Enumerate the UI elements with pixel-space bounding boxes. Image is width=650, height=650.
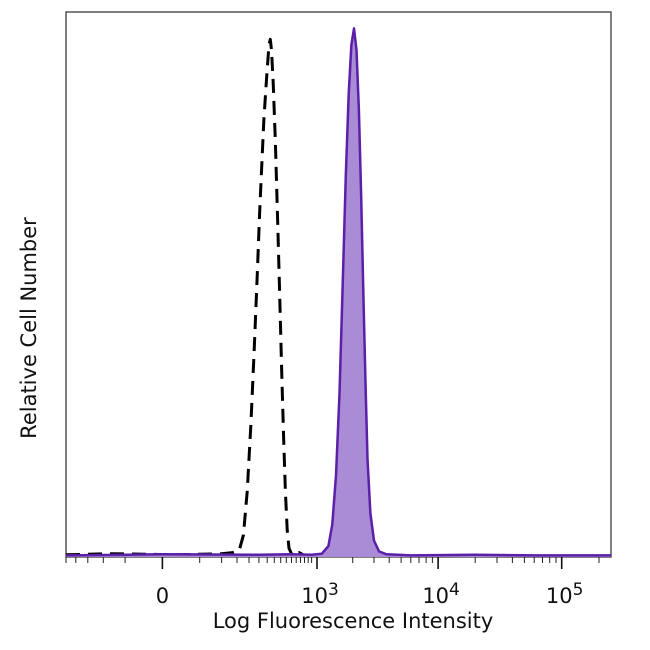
series-0-line bbox=[65, 37, 306, 557]
series-1-fill bbox=[66, 28, 611, 557]
series-1-line bbox=[65, 27, 611, 557]
x-axis-title: Log Fluorescence Intensity bbox=[213, 609, 494, 633]
x-tick-label: 104 bbox=[422, 580, 460, 608]
x-ticks: 0 103 104 105 bbox=[156, 557, 584, 608]
x-tick-label: 0 bbox=[156, 584, 169, 608]
series-layer bbox=[65, 27, 611, 557]
y-axis-title: Relative Cell Number bbox=[17, 217, 41, 439]
x-tick-label: 105 bbox=[546, 580, 584, 608]
x-tick-label: 103 bbox=[301, 580, 339, 608]
minor-ticks bbox=[65, 557, 600, 563]
